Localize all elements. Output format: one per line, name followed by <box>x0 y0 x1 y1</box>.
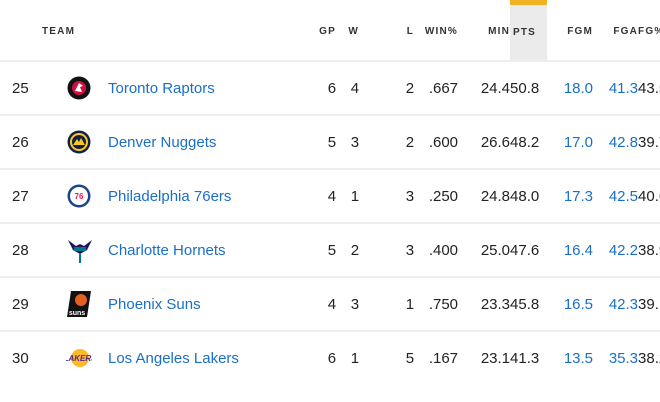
min: 23.1 <box>480 349 511 367</box>
suns-logo-icon[interactable]: suns <box>66 291 92 317</box>
winpct: .400 <box>414 223 459 278</box>
col-w[interactable]: W <box>336 2 360 62</box>
fgpct: 39.7 <box>638 115 660 170</box>
team-link[interactable]: Phoenix Suns <box>108 295 201 313</box>
gp: 6 <box>327 349 337 367</box>
fga-link[interactable]: 35.3 <box>608 349 639 367</box>
team-link[interactable]: Charlotte Hornets <box>108 241 226 259</box>
winpct: .250 <box>414 169 459 224</box>
table-row: 27 76 Philadelphia 76ers 4 1 3.250 24.8 48.0 17.… <box>0 169 660 224</box>
fgm-link[interactable]: 18.0 <box>547 61 594 116</box>
w: 2 <box>336 223 360 278</box>
hornets-logo-icon[interactable] <box>66 237 92 263</box>
winpct: .667 <box>414 61 459 116</box>
table-row: 29 suns Phoenix Suns 4 3 1.750 23.3 45.8 16.5 42.… <box>0 277 660 332</box>
fgpct: 38.2 <box>638 349 660 367</box>
team-link[interactable]: Philadelphia 76ers <box>108 187 232 205</box>
col-l[interactable]: L <box>359 2 415 62</box>
w: 1 <box>336 169 360 224</box>
76ers-logo-icon[interactable]: 76 <box>66 183 92 209</box>
col-fgm[interactable]: FGM <box>547 2 594 62</box>
rank: 30 <box>12 349 29 367</box>
fgpct: 39.1 <box>638 277 660 332</box>
pts: 41.3 <box>510 349 540 367</box>
gp: 5 <box>298 223 337 278</box>
col-winpct[interactable]: WIN% <box>414 2 459 62</box>
fgm-link[interactable]: 16.4 <box>547 223 594 278</box>
pts: 45.8 <box>510 277 548 332</box>
table-row: 30 LAKERS Los Angeles Lakers 61 5 .167 23.141.… <box>0 331 660 384</box>
svg-text:suns: suns <box>69 310 85 317</box>
fga-link[interactable]: 42.5 <box>593 169 639 224</box>
min: 25.0 <box>458 223 511 278</box>
col-min[interactable]: MIN <box>458 2 511 62</box>
nuggets-logo-icon[interactable] <box>66 129 92 155</box>
winpct: .167 <box>428 349 459 367</box>
fga-link[interactable]: 42.3 <box>593 277 639 332</box>
w: 3 <box>336 115 360 170</box>
w: 1 <box>350 349 360 367</box>
col-pts-sorted[interactable]: PTS <box>510 0 548 62</box>
pts: 47.6 <box>510 223 548 278</box>
team-link[interactable]: Toronto Raptors <box>108 79 215 97</box>
l: 2 <box>359 61 415 116</box>
fgpct: 43.5 <box>638 61 660 116</box>
l: 5 <box>405 349 415 367</box>
fgpct: 40.6 <box>638 169 660 224</box>
rank: 25 <box>0 61 33 116</box>
table-row: 28 Charlotte Hornets 5 2 3.400 25.0 47.6 16.4 42… <box>0 223 660 278</box>
l: 1 <box>359 277 415 332</box>
l: 3 <box>359 169 415 224</box>
svg-text:LAKERS: LAKERS <box>66 354 92 363</box>
gp: 4 <box>298 277 337 332</box>
lakers-logo-icon[interactable]: LAKERS <box>66 345 92 371</box>
table-row: 25 Toronto Raptors 6 4 2.667 24.4 50.8 18.0 41.3… <box>0 61 660 116</box>
team-link[interactable]: Los Angeles Lakers <box>108 349 239 367</box>
fgm-link[interactable]: 17.0 <box>547 115 594 170</box>
w: 3 <box>336 277 360 332</box>
team-link[interactable]: Denver Nuggets <box>108 133 217 151</box>
fga-link[interactable]: 42.8 <box>593 115 639 170</box>
rank: 28 <box>0 223 33 278</box>
col-fga[interactable]: FGA <box>593 2 639 62</box>
header-row: TEAM GP W L WIN% MIN PTS FGM FGA FG% <box>0 0 660 62</box>
table-row: 26 Denver Nuggets 5 3 2.600 26.6 48.2 17.0 42.8 3… <box>0 115 660 170</box>
rank: 27 <box>0 169 33 224</box>
min: 26.6 <box>458 115 511 170</box>
min: 23.3 <box>458 277 511 332</box>
min: 24.4 <box>458 61 511 116</box>
raptors-logo-icon[interactable] <box>66 75 92 101</box>
col-gp[interactable]: GP <box>298 2 337 62</box>
fgm-link[interactable]: 17.3 <box>547 169 594 224</box>
winpct: .750 <box>414 277 459 332</box>
fgm-link[interactable]: 13.5 <box>563 349 594 367</box>
winpct: .600 <box>414 115 459 170</box>
col-fgpct[interactable]: FG% <box>638 2 660 62</box>
gp: 5 <box>298 115 337 170</box>
min: 24.8 <box>458 169 511 224</box>
fga-link[interactable]: 41.3 <box>593 61 639 116</box>
col-team[interactable]: TEAM <box>0 2 299 62</box>
pts: 50.8 <box>510 61 548 116</box>
stats-table: TEAM GP W L WIN% MIN PTS FGM FGA FG% 25T… <box>0 0 660 384</box>
gp: 6 <box>298 61 337 116</box>
w: 4 <box>336 61 360 116</box>
rank: 26 <box>0 115 33 170</box>
svg-text:76: 76 <box>75 192 84 201</box>
fgm-link[interactable]: 16.5 <box>547 277 594 332</box>
l: 3 <box>359 223 415 278</box>
gp: 4 <box>298 169 337 224</box>
fgpct: 38.9 <box>638 223 660 278</box>
pts: 48.2 <box>510 115 548 170</box>
l: 2 <box>359 115 415 170</box>
rank: 29 <box>0 277 33 332</box>
pts: 48.0 <box>510 169 548 224</box>
fga-link[interactable]: 42.2 <box>593 223 639 278</box>
